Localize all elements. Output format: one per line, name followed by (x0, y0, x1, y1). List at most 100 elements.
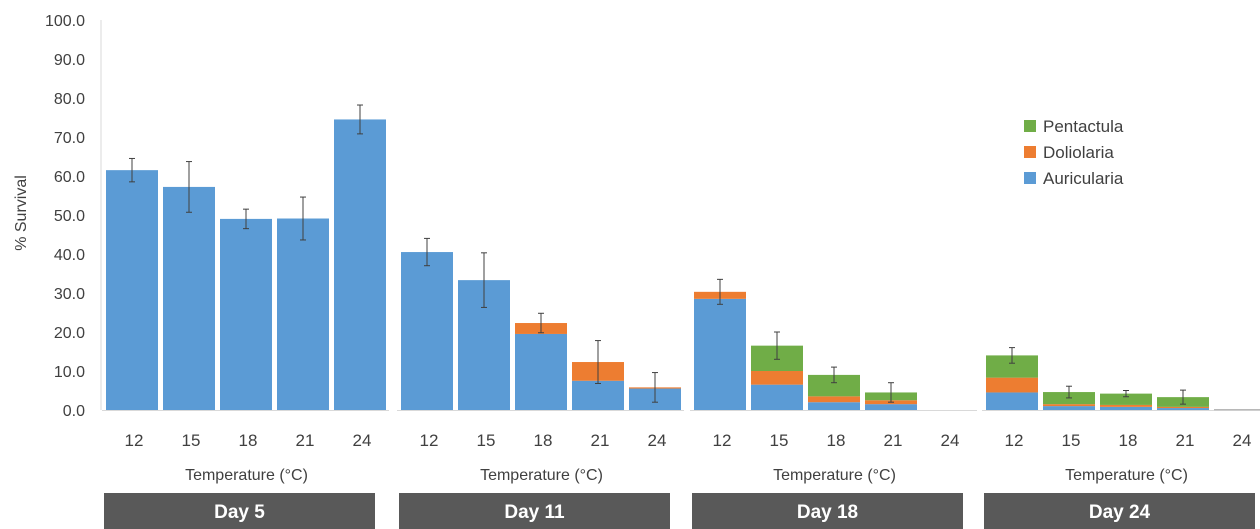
legend-swatch-doliolaria (1024, 146, 1036, 158)
bar-segment-auricularia (808, 402, 860, 410)
y-tick-label: 90.0 (54, 52, 85, 69)
bar-segment-auricularia (1100, 406, 1152, 410)
bar-segment-auricularia (1043, 406, 1095, 410)
bar-segment-doliolaria (986, 377, 1038, 393)
error-bar (1180, 389, 1186, 405)
error-bar (129, 157, 135, 183)
day-label: Day 11 (504, 502, 565, 523)
bar-segment-doliolaria (1043, 404, 1095, 407)
x-tick-label: 18 (239, 431, 258, 450)
error-bar (1066, 385, 1072, 399)
y-tick-label: 70.0 (54, 130, 85, 147)
x-tick-label: 18 (1119, 431, 1138, 450)
bar-segment-auricularia (572, 380, 624, 410)
error-bar (186, 161, 192, 213)
x-tick-label: 15 (770, 431, 789, 450)
error-bar (1009, 347, 1015, 364)
bar-segment-auricularia (515, 333, 567, 410)
day-group: 12 15 18 21 24 Temperature (°C) Day 24 (982, 347, 1260, 529)
y-tick-label: 10.0 (54, 364, 85, 381)
x-tick-label: 12 (420, 431, 439, 450)
bar-segment-auricularia (106, 170, 158, 410)
error-bar (717, 278, 723, 305)
bar-segment-auricularia (751, 384, 803, 410)
x-tick-label: 18 (827, 431, 846, 450)
bar-segment-auricularia (401, 252, 453, 410)
legend-item: Pentactula (1024, 117, 1124, 136)
y-tick-label: 80.0 (54, 91, 85, 108)
bar-segment-auricularia (334, 119, 386, 410)
y-axis-title: % Survival (13, 175, 30, 251)
bar-segment-doliolaria (751, 371, 803, 385)
bar-segment-pentactula (986, 355, 1038, 378)
error-bar (652, 372, 658, 403)
error-bar (595, 340, 601, 384)
error-bar (538, 312, 544, 334)
y-tick-label: 30.0 (54, 286, 85, 303)
day-label: Day 5 (214, 502, 265, 523)
legend-label: Doliolaria (1043, 143, 1114, 162)
day-band (399, 493, 670, 529)
error-bar (831, 366, 837, 384)
x-tick-label: 21 (591, 431, 610, 450)
bar-segment-doliolaria (1157, 406, 1209, 409)
day-label: Day 18 (797, 502, 858, 523)
bar-segment-auricularia (986, 392, 1038, 410)
bar-segment-auricularia (694, 298, 746, 410)
error-bar (481, 252, 487, 308)
x-tick-label: 12 (713, 431, 732, 450)
x-tick-label: 15 (1062, 431, 1081, 450)
bar-segment-pentactula (1100, 393, 1152, 405)
y-tick-label: 20.0 (54, 325, 85, 342)
y-tick-label: 40.0 (54, 247, 85, 264)
legend-item: Auricularia (1024, 169, 1124, 188)
x-tick-label: 15 (182, 431, 201, 450)
x-tick-label: 24 (353, 431, 372, 450)
bar-segment-auricularia (277, 218, 329, 410)
bar-segment-doliolaria (808, 396, 860, 403)
day-group: 12 15 18 21 24 Temperature (°C) Day 5 (102, 104, 389, 529)
y-tick-label: 50.0 (54, 208, 85, 225)
day-group: 12 15 18 21 24 Temperature (°C) Day 11 (397, 237, 684, 529)
y-tick-label: 100.0 (45, 13, 85, 30)
day-group: 12 15 18 21 24 Temperature (°C) Day 18 (690, 278, 977, 529)
bar-segment-trace (1214, 409, 1260, 411)
bar-segment-auricularia (865, 404, 917, 410)
x-tick-label: 18 (534, 431, 553, 450)
x-tick-label: 24 (648, 431, 667, 450)
day-band (104, 493, 375, 529)
legend-swatch-pentactula (1024, 120, 1036, 132)
day-band (692, 493, 963, 529)
y-tick-label: 60.0 (54, 169, 85, 186)
error-bar (243, 208, 249, 230)
x-tick-label: 21 (1176, 431, 1195, 450)
legend: Pentactula Doliolaria Auricularia (1024, 117, 1124, 188)
x-tick-label: 15 (477, 431, 496, 450)
legend-label: Auricularia (1043, 169, 1124, 188)
legend-item: Doliolaria (1024, 143, 1114, 162)
day-label: Day 24 (1089, 502, 1151, 523)
x-tick-label: 21 (884, 431, 903, 450)
x-tick-label: 24 (941, 431, 960, 450)
error-bar (300, 196, 306, 241)
x-tick-label: 12 (1005, 431, 1024, 450)
bar-segment-doliolaria (1100, 404, 1152, 407)
bar-segment-auricularia (163, 186, 215, 410)
x-axis-title: Temperature (°C) (185, 467, 308, 484)
legend-swatch-auricularia (1024, 172, 1036, 184)
x-axis-title: Temperature (°C) (1065, 467, 1188, 484)
error-bar (357, 104, 363, 135)
day-band (984, 493, 1255, 529)
bar-segment-auricularia (1157, 408, 1209, 410)
error-bar (888, 382, 894, 403)
legend-label: Pentactula (1043, 117, 1124, 136)
y-axis: 0.0 10.0 20.0 30.0 40.0 50.0 60.0 70.0 80.0 90.0 1… (45, 13, 102, 420)
error-bar (424, 237, 430, 267)
y-tick-label: 0.0 (63, 403, 85, 420)
bar-groups: 12 15 18 21 24 Temperature (°C) Day 5 12 15 18 21 2… (102, 104, 1260, 529)
x-tick-label: 21 (296, 431, 315, 450)
x-axis-title: Temperature (°C) (480, 467, 603, 484)
x-axis-title: Temperature (°C) (773, 467, 896, 484)
bar-segment-pentactula (808, 374, 860, 397)
